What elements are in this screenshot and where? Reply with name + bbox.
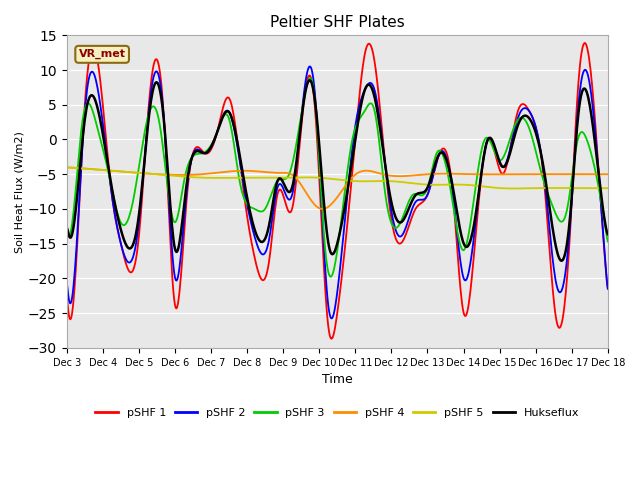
Legend: pSHF 1, pSHF 2, pSHF 3, pSHF 4, pSHF 5, Hukseflux: pSHF 1, pSHF 2, pSHF 3, pSHF 4, pSHF 5, …: [91, 403, 584, 422]
Text: VR_met: VR_met: [79, 49, 125, 60]
Y-axis label: Soil Heat Flux (W/m2): Soil Heat Flux (W/m2): [15, 131, 25, 252]
Title: Peltier SHF Plates: Peltier SHF Plates: [270, 15, 404, 30]
X-axis label: Time: Time: [322, 373, 353, 386]
